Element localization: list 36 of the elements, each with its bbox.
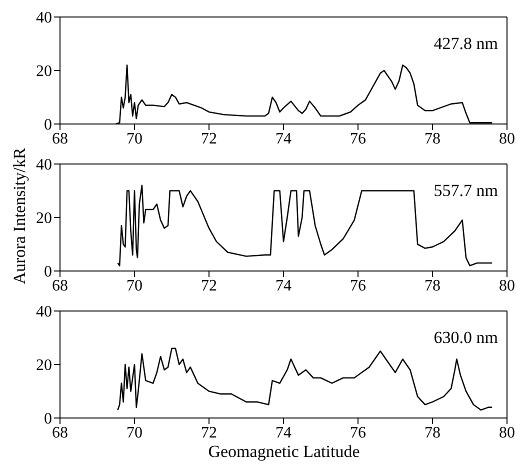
x-tick-label: 80 [499,424,515,442]
x-tick-label: 72 [201,424,217,442]
x-tick-label: 70 [126,424,142,442]
x-tick-label: 76 [350,277,366,294]
x-tick-label: 74 [276,424,292,442]
y-tick-label: 20 [36,357,52,374]
y-tick-label: 0 [44,116,52,134]
x-tick-label: 78 [424,424,440,442]
annotation: 630.0 nm [434,328,498,348]
x-tick-label: 80 [499,277,515,294]
y-tick-label: 40 [36,10,52,27]
x-tick-label: 76 [350,424,366,442]
y-tick-label: 20 [36,210,52,228]
x-tick-label: 70 [126,130,142,148]
x-tick-label: 76 [350,130,366,148]
y-axis-title: Aurora Intensity/kR [10,146,30,286]
annotation: 427.8 nm [434,34,498,54]
annotation: 557.7 nm [434,181,498,201]
x-tick-label: 72 [201,277,217,294]
x-tick-label: 68 [52,130,68,148]
y-tick-label: 40 [36,304,52,321]
x-tick-label: 78 [424,130,440,148]
x-tick-label: 74 [276,130,292,148]
line-series [117,348,493,411]
y-tick-label: 0 [44,264,52,281]
x-tick-label: 68 [52,277,68,294]
x-tick-label: 68 [52,424,68,442]
y-tick-label: 20 [36,63,52,80]
x-tick-label: 78 [424,277,440,294]
x-tick-label: 80 [499,130,515,148]
x-axis-title: Geomagnetic Latitude [207,442,361,462]
y-tick-label: 0 [44,410,52,428]
y-tick-label: 40 [36,156,52,174]
x-tick-label: 70 [126,277,142,294]
x-tick-label: 72 [201,130,217,148]
x-tick-label: 74 [276,277,292,294]
